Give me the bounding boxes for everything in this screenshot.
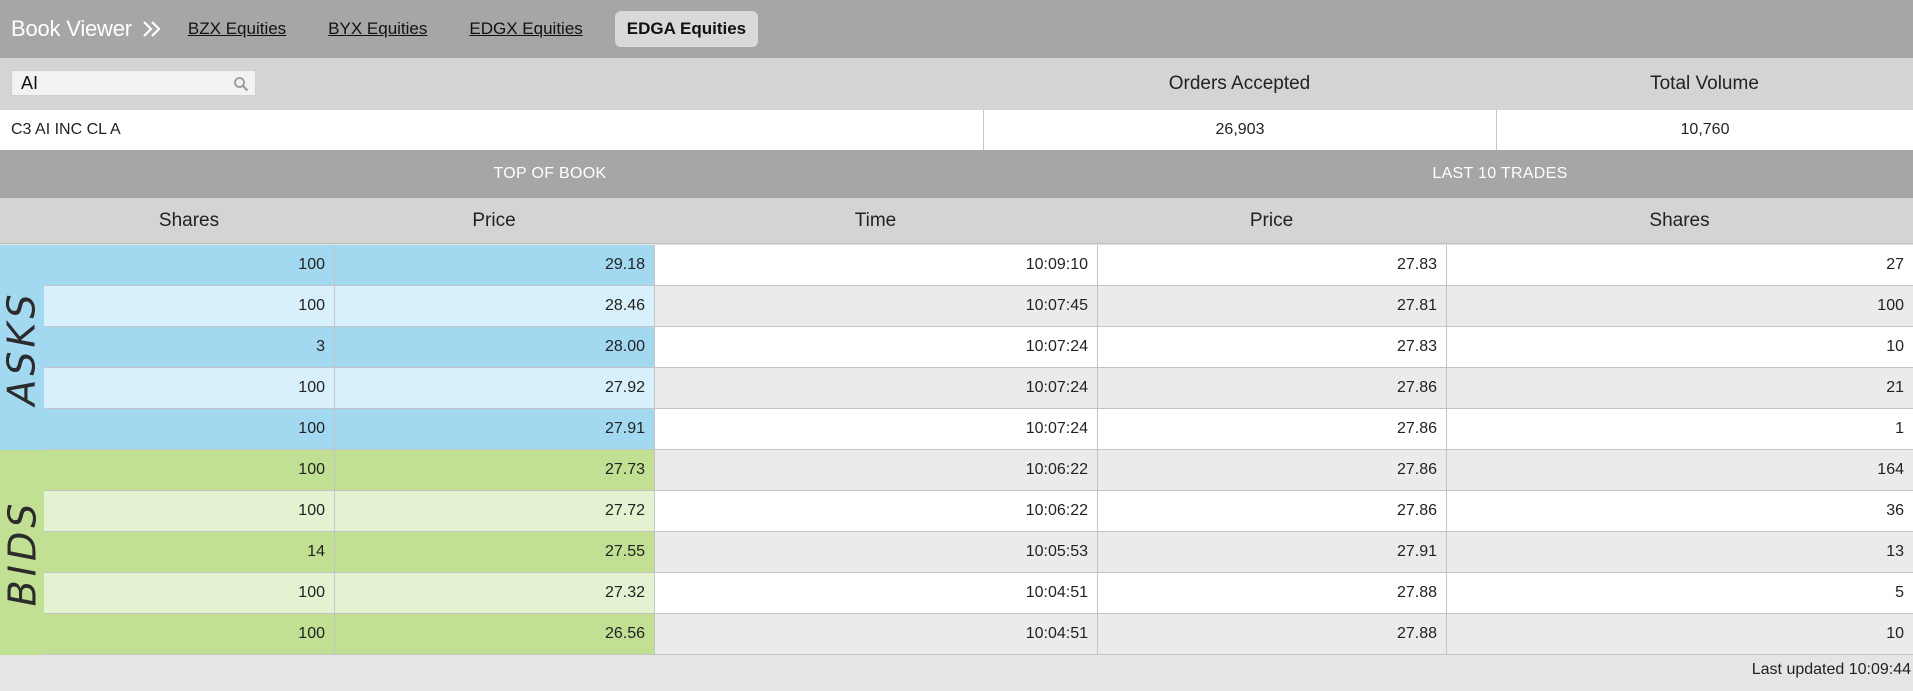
bids-side-label: BIDS [0,450,44,655]
table-row: 100 27.73 10:06:22 27.86 164 [44,450,1913,491]
trade-shares-cell: 27 [1446,245,1913,285]
bids-price-cell: 27.32 [334,573,654,613]
trade-time-cell: 10:07:24 [654,327,1097,367]
trade-time-cell: 10:05:53 [654,532,1097,572]
table-row: 100 27.92 10:07:24 27.86 21 [44,368,1913,409]
asks-shares-cell: 100 [44,368,334,408]
header-bar: Book Viewer BZX Equities BYX Equities ED… [0,0,1913,58]
tab-edga-equities[interactable]: EDGA Equities [614,11,759,47]
table-row: 100 28.46 10:07:45 27.81 100 [44,286,1913,327]
trade-price-cell: 27.83 [1097,327,1446,367]
table-row: 100 27.91 10:07:24 27.86 1 [44,409,1913,450]
asks-shares-cell: 100 [44,245,334,285]
double-chevron-right-icon [140,17,164,41]
search-icon[interactable] [233,76,249,92]
table-row: 3 28.00 10:07:24 27.83 10 [44,327,1913,368]
symbol-info-row: C3 AI INC CL A 26,903 10,760 [0,110,1913,151]
asks-shares-cell: 3 [44,327,334,367]
tab-edgx-equities[interactable]: EDGX Equities [469,19,583,38]
trade-price-cell: 27.88 [1097,573,1446,613]
total-volume-value: 10,760 [1496,110,1913,150]
trade-time-cell: 10:07:24 [654,368,1097,408]
col-trade-shares-header: Shares [1649,210,1710,231]
col-shares-header: Shares [158,210,220,231]
trade-shares-cell: 100 [1446,286,1913,326]
column-header-row: Shares Price Time Price Shares [0,198,1913,244]
tab-bzx-equities[interactable]: BZX Equities [187,19,287,38]
trade-shares-cell: 164 [1446,450,1913,490]
bids-shares-cell: 100 [44,614,334,654]
app-title: Book Viewer [11,16,132,41]
trade-shares-cell: 5 [1446,573,1913,613]
trade-time-cell: 10:04:51 [654,573,1097,613]
bids-price-cell: 26.56 [334,614,654,654]
bids-shares-cell: 100 [44,491,334,531]
bids-price-cell: 27.55 [334,532,654,572]
asks-price-cell: 28.46 [334,286,654,326]
col-trade-price-header: Price [1249,210,1294,231]
col-time-header: Time [854,210,897,231]
trade-shares-cell: 10 [1446,614,1913,654]
trade-time-cell: 10:07:24 [654,409,1097,449]
last-updated: Last updated 10:09:44 [1751,661,1911,678]
trade-price-cell: 27.86 [1097,368,1446,408]
asks-shares-cell: 100 [44,286,334,326]
symbol-name: C3 AI INC CL A [11,121,121,138]
trade-time-cell: 10:06:22 [654,450,1097,490]
asks-price-cell: 28.00 [334,327,654,367]
bids-shares-cell: 100 [44,573,334,613]
total-volume-header: Total Volume [1650,73,1759,94]
table-row: 14 27.55 10:05:53 27.91 13 [44,532,1913,573]
trade-time-cell: 10:09:10 [654,245,1097,285]
trade-shares-cell: 10 [1446,327,1913,367]
table-row: 100 27.72 10:06:22 27.86 36 [44,491,1913,532]
top-of-book-title: TOP OF BOOK [493,165,607,182]
bids-shares-cell: 100 [44,450,334,490]
trade-price-cell: 27.91 [1097,532,1446,572]
bids-price-cell: 27.73 [334,450,654,490]
trade-price-cell: 27.86 [1097,409,1446,449]
trade-price-cell: 27.83 [1097,245,1446,285]
asks-side-label: ASKS [0,245,44,450]
trade-shares-cell: 13 [1446,532,1913,572]
asks-price-cell: 29.18 [334,245,654,285]
col-price-header: Price [472,210,516,231]
tab-byx-equities[interactable]: BYX Equities [328,19,428,38]
trade-shares-cell: 36 [1446,491,1913,531]
table-row: 100 29.18 10:09:10 27.83 27 [44,245,1913,286]
search-row [0,58,1913,110]
trade-time-cell: 10:06:22 [654,491,1097,531]
table-row: 100 26.56 10:04:51 27.88 10 [44,614,1913,655]
section-header-row: TOP OF BOOK LAST 10 TRADES [0,150,1913,198]
trade-shares-cell: 1 [1446,409,1913,449]
asks-price-cell: 27.92 [334,368,654,408]
orders-accepted-value: 26,903 [983,110,1496,150]
symbol-search-input[interactable] [12,71,223,95]
trade-time-cell: 10:07:45 [654,286,1097,326]
trade-shares-cell: 21 [1446,368,1913,408]
symbol-search [11,70,256,96]
trade-time-cell: 10:04:51 [654,614,1097,654]
asks-shares-cell: 100 [44,409,334,449]
bids-shares-cell: 14 [44,532,334,572]
bids-price-cell: 27.72 [334,491,654,531]
trade-price-cell: 27.81 [1097,286,1446,326]
asks-price-cell: 27.91 [334,409,654,449]
last-trades-title: LAST 10 TRADES [1432,165,1568,182]
trade-price-cell: 27.86 [1097,491,1446,531]
table-row: 100 27.32 10:04:51 27.88 5 [44,573,1913,614]
trade-price-cell: 27.86 [1097,450,1446,490]
trade-price-cell: 27.88 [1097,614,1446,654]
orders-accepted-header: Orders Accepted [1168,73,1311,94]
